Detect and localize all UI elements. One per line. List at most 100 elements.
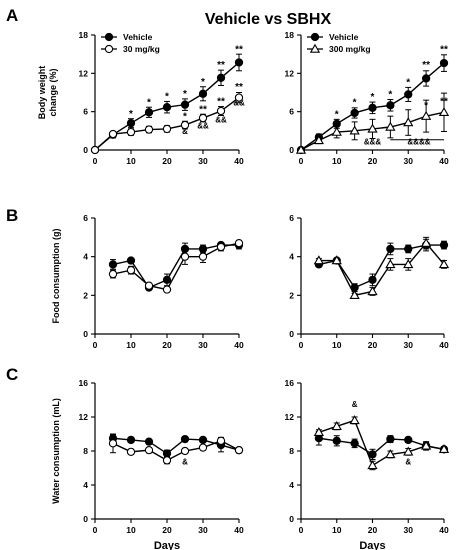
legend-label: Vehicle <box>329 32 359 42</box>
significance-mark: * <box>388 90 392 101</box>
x-tick-label: 10 <box>126 340 136 350</box>
x-tick-label: 30 <box>404 525 414 535</box>
series-30-mg-kg <box>108 433 244 465</box>
significance-mark: & <box>182 458 188 467</box>
significance-mark: ** <box>199 104 207 115</box>
y-tick-label: 0 <box>289 329 294 339</box>
data-point <box>216 436 226 445</box>
x-tick-label: 30 <box>404 156 414 166</box>
y-axis-label: Water consumption (mL) <box>51 398 61 504</box>
data-point <box>234 238 244 248</box>
data-point <box>198 252 208 261</box>
data-point <box>144 281 154 290</box>
significance-mark: * <box>183 89 187 100</box>
data-point <box>198 113 208 123</box>
legend-label: 300 mg/kg <box>329 44 371 54</box>
data-point <box>386 434 395 444</box>
significance-mark: ** <box>217 97 225 108</box>
data-point <box>144 437 154 446</box>
figure-title: Vehicle vs SBHX <box>205 11 332 28</box>
data-point <box>108 269 118 279</box>
x-tick-label: 10 <box>126 156 136 166</box>
series-30-mg-kg <box>90 92 244 155</box>
y-tick-label: 0 <box>83 514 88 524</box>
data-point <box>332 436 341 445</box>
legend-marker <box>104 44 114 54</box>
significance-mark: ** <box>217 60 225 71</box>
significance-mark: && <box>215 116 227 125</box>
data-point <box>313 255 325 265</box>
y-tick-label: 2 <box>83 290 88 300</box>
series-300-mg-kg <box>295 92 450 154</box>
y-tick-label: 4 <box>289 480 294 490</box>
significance-mark: * <box>424 100 428 111</box>
data-point <box>180 252 190 261</box>
data-point <box>234 93 244 102</box>
data-point <box>349 290 360 300</box>
data-point <box>313 426 325 437</box>
x-tick-label: 40 <box>234 340 244 350</box>
x-tick-label: 10 <box>332 340 342 350</box>
data-point <box>420 237 432 247</box>
data-point <box>439 240 449 250</box>
significance-mark: && <box>233 98 245 107</box>
data-point <box>126 119 136 128</box>
data-point <box>403 259 414 269</box>
data-point <box>234 58 244 67</box>
data-point <box>162 456 172 465</box>
significance-mark: * <box>201 77 205 88</box>
data-point <box>438 106 450 117</box>
significance-mark: * <box>147 97 151 108</box>
data-point <box>368 275 377 285</box>
x-tick-label: 10 <box>332 525 342 535</box>
y-tick-label: 4 <box>83 480 88 490</box>
data-point <box>126 447 136 456</box>
y-axis-label: Food consumption (g) <box>51 229 61 324</box>
data-point <box>126 435 136 445</box>
data-point <box>198 443 208 452</box>
series-line <box>318 244 444 289</box>
x-tick-label: 40 <box>439 156 449 166</box>
significance-mark: * <box>371 92 375 103</box>
data-point <box>420 440 432 450</box>
y-tick-label: 0 <box>289 145 294 155</box>
data-point <box>385 259 396 269</box>
x-tick-label: 20 <box>162 156 172 166</box>
x-tick-label: 0 <box>299 340 304 350</box>
data-point <box>90 145 100 155</box>
x-tick-label: 30 <box>404 340 414 350</box>
y-tick-label: 18 <box>285 30 295 40</box>
x-tick-label: 0 <box>93 525 98 535</box>
panel-letter-b: B <box>6 206 18 225</box>
legend-marker <box>310 32 320 42</box>
y-tick-label: 12 <box>285 68 295 78</box>
x-tick-label: 20 <box>162 340 172 350</box>
y-tick-label: 12 <box>79 68 89 78</box>
x-tick-label: 20 <box>162 525 172 535</box>
data-point <box>403 117 414 127</box>
x-tick-label: 0 <box>93 340 98 350</box>
y-axis-label: change (%) <box>48 68 58 116</box>
data-point <box>234 445 244 455</box>
data-point <box>198 435 208 445</box>
significance-mark: & <box>352 400 358 409</box>
data-point <box>216 73 226 82</box>
data-point <box>198 89 208 98</box>
data-point <box>349 415 360 425</box>
x-tick-label: 40 <box>439 525 449 535</box>
data-point <box>385 449 396 459</box>
chart-c-right: 0 4 8 12 16 0 10 20 30 40 Days & & <box>285 378 450 550</box>
x-tick-label: 10 <box>332 156 342 166</box>
x-tick-label: 20 <box>368 340 378 350</box>
significance-mark: & <box>405 458 411 467</box>
y-tick-label: 4 <box>83 252 88 262</box>
data-point <box>216 242 226 252</box>
data-point <box>331 126 342 136</box>
data-point <box>126 127 136 137</box>
significance-mark: ** <box>235 44 243 55</box>
significance-mark: * <box>406 77 410 88</box>
panel-letter-a: A <box>6 6 18 25</box>
chart-b-left: 0 2 4 6 0 10 20 30 40 Food consumption (g) <box>51 213 244 350</box>
